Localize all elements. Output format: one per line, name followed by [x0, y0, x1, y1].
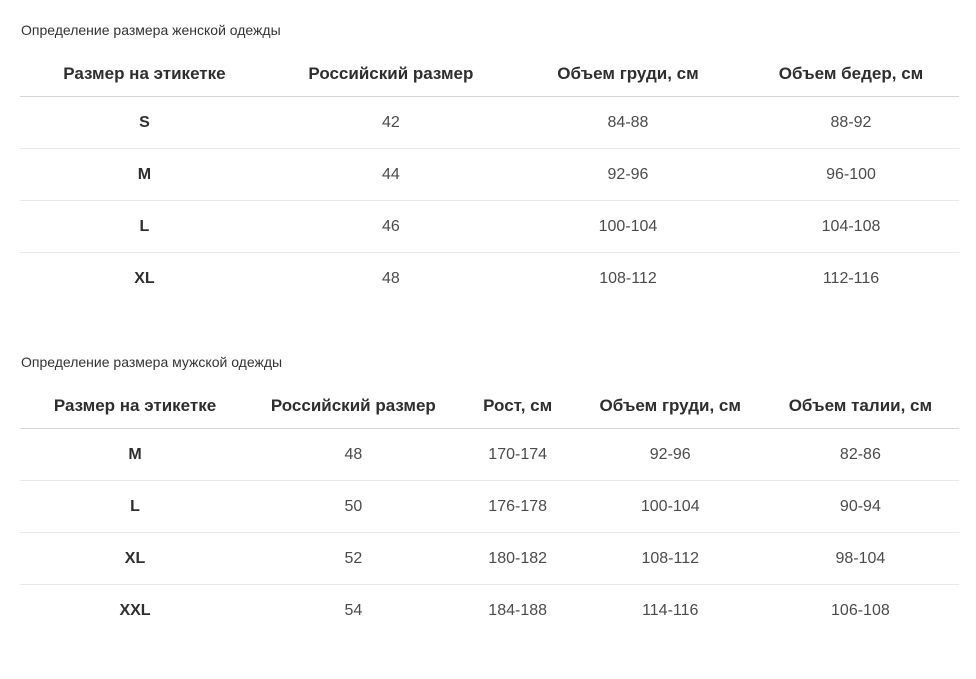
table-row: L 46 100-104 104-108 [20, 200, 959, 253]
height-cell: 180-182 [456, 532, 579, 585]
men-size-title: Определение размера мужской одежды [21, 354, 283, 370]
women-size-section: Определение размера женской одежды Разме… [20, 21, 959, 304]
table-row: M 48 170-174 92-96 82-86 [20, 429, 959, 481]
column-header-chest: Объем груди, см [512, 54, 743, 97]
size-label-cell: M [20, 148, 269, 201]
waist-cell: 106-108 [761, 584, 959, 636]
size-label-cell: S [139, 114, 150, 131]
russian-size-cell: 48 [268, 252, 513, 304]
table-row: S 42 84-88 88-92 [20, 97, 959, 149]
size-label-cell: L [20, 480, 251, 533]
column-header-waist: Объем талии, см [761, 386, 959, 429]
russian-size-cell: 50 [250, 480, 457, 533]
hips-cell: 96-100 [743, 148, 959, 201]
size-label-cell: L [20, 200, 269, 253]
russian-size-cell: 44 [268, 148, 513, 201]
russian-size-cell: 48 [344, 446, 363, 463]
size-label-cell: XL [20, 532, 251, 585]
height-cell: 184-188 [456, 584, 579, 636]
height-cell: 170-174 [488, 446, 548, 463]
hips-cell: 88-92 [830, 114, 872, 131]
column-header-height: Рост, см [456, 386, 579, 429]
women-size-table: Размер на этикетке Российский размер Объ… [20, 54, 959, 304]
chest-cell: 100-104 [512, 200, 743, 253]
table-row: M 44 92-96 96-100 [20, 148, 959, 201]
hips-cell: 104-108 [743, 200, 959, 253]
chest-cell: 108-112 [578, 532, 762, 585]
waist-cell: 98-104 [761, 532, 959, 585]
waist-cell: 82-86 [839, 446, 881, 463]
table-header-row: Размер на этикетке Российский размер Рос… [20, 386, 959, 429]
chest-cell: 114-116 [578, 584, 762, 636]
waist-cell: 90-94 [761, 480, 959, 533]
table-row: L 50 176-178 100-104 90-94 [20, 480, 959, 533]
men-size-section: Определение размера мужской одежды Разме… [20, 353, 959, 636]
column-header-chest: Объем груди, см [578, 386, 762, 429]
chest-cell: 84-88 [607, 114, 649, 131]
size-guide-page: Определение размера женской одежды Разме… [20, 21, 959, 636]
russian-size-cell: 42 [381, 114, 400, 131]
column-header-hips: Объем бедер, см [743, 54, 959, 97]
hips-cell: 112-116 [743, 252, 959, 304]
column-header-russian-size: Российский размер [250, 386, 457, 429]
size-label-cell: XXL [20, 584, 251, 636]
russian-size-cell: 54 [250, 584, 457, 636]
size-label-cell: XL [20, 252, 269, 304]
height-cell: 176-178 [456, 480, 579, 533]
table-header-row: Размер на этикетке Российский размер Объ… [20, 54, 959, 97]
women-size-title: Определение размера женской одежды [21, 22, 281, 38]
chest-cell: 100-104 [578, 480, 762, 533]
column-header-size-label: Размер на этикетке [20, 386, 251, 429]
table-row: XL 52 180-182 108-112 98-104 [20, 532, 959, 585]
chest-cell: 92-96 [649, 446, 691, 463]
table-row: XXL 54 184-188 114-116 106-108 [20, 584, 959, 636]
table-row: XL 48 108-112 112-116 [20, 252, 959, 304]
column-header-russian-size: Российский размер [268, 54, 513, 97]
size-label-cell: M [128, 446, 142, 463]
column-header-size-label: Размер на этикетке [20, 54, 269, 97]
chest-cell: 108-112 [512, 252, 743, 304]
chest-cell: 92-96 [512, 148, 743, 201]
russian-size-cell: 52 [250, 532, 457, 585]
russian-size-cell: 46 [268, 200, 513, 253]
men-size-table: Размер на этикетке Российский размер Рос… [20, 386, 959, 636]
